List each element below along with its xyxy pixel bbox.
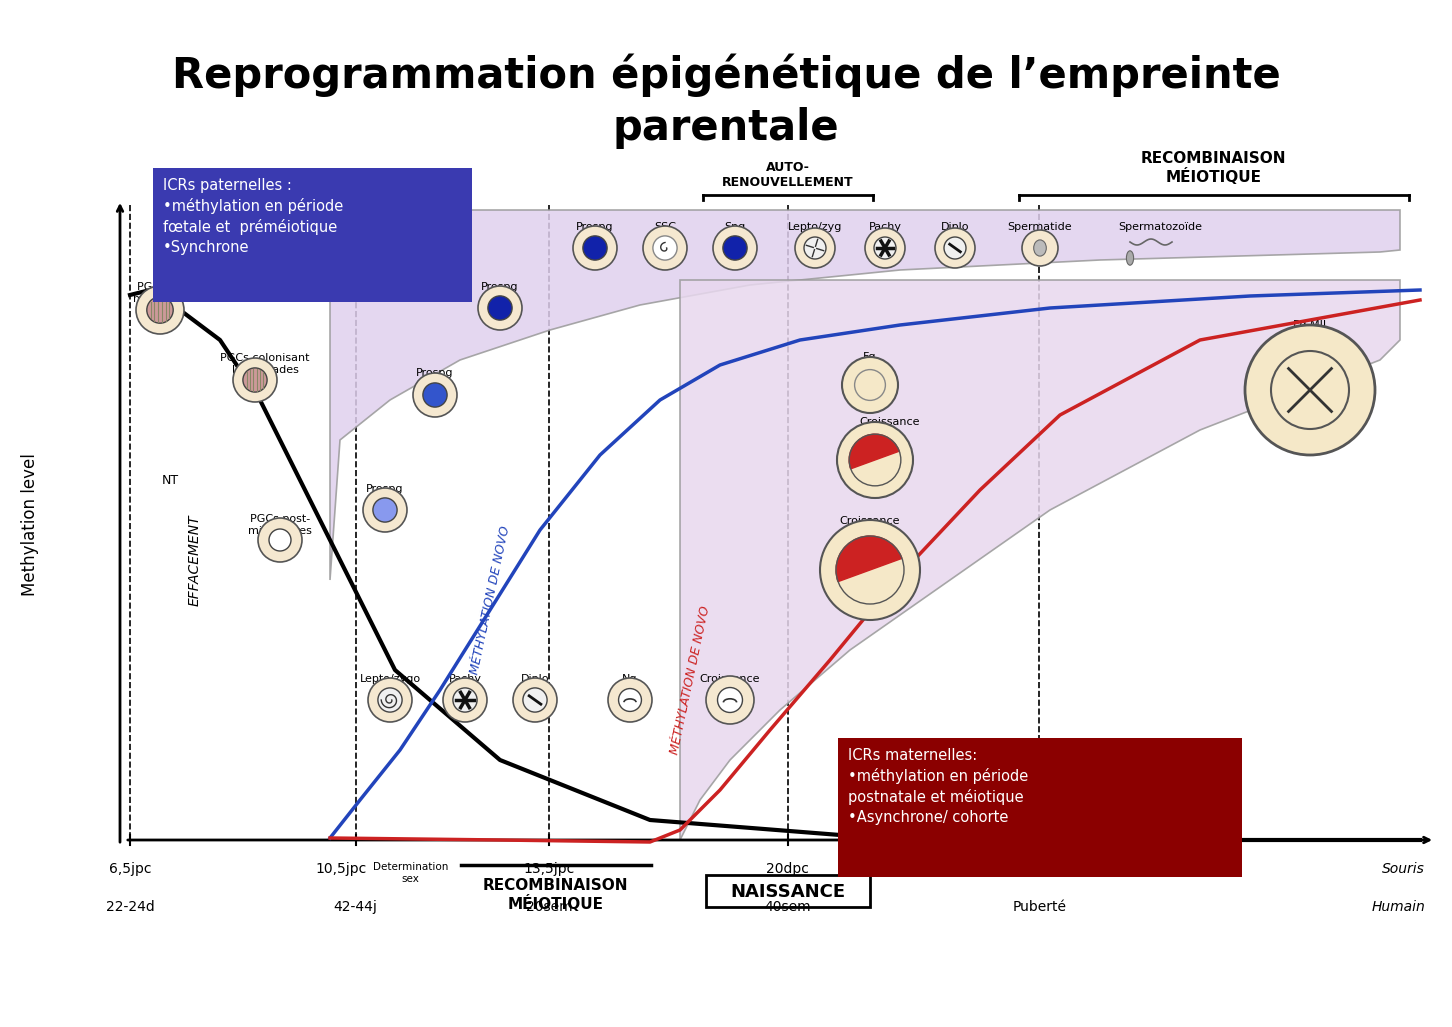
Circle shape (453, 688, 478, 712)
Text: 6,5jpc: 6,5jpc (109, 862, 151, 876)
Text: Pachy: Pachy (868, 222, 902, 232)
Circle shape (1244, 325, 1375, 455)
Circle shape (619, 688, 642, 712)
Circle shape (258, 518, 302, 562)
Text: PGCs post-
migratoires: PGCs post- migratoires (248, 514, 312, 536)
Circle shape (232, 358, 277, 402)
Circle shape (367, 678, 412, 722)
Circle shape (723, 236, 748, 260)
Circle shape (874, 237, 896, 259)
Text: NT: NT (161, 473, 179, 487)
Circle shape (269, 529, 290, 551)
Text: Diplo: Diplo (941, 222, 970, 232)
Ellipse shape (1034, 240, 1047, 256)
Circle shape (608, 678, 652, 722)
Circle shape (478, 286, 523, 330)
Text: Puberté: Puberté (1012, 900, 1066, 914)
Text: RECOMBINAISON
MÉIOTIQUE: RECOMBINAISON MÉIOTIQUE (484, 878, 629, 912)
Circle shape (804, 237, 826, 259)
FancyBboxPatch shape (152, 168, 472, 302)
Text: PGCs colonisant
les gonades: PGCs colonisant les gonades (221, 353, 309, 375)
Text: Spg: Spg (725, 222, 746, 232)
FancyBboxPatch shape (706, 875, 870, 907)
Polygon shape (680, 280, 1400, 840)
Circle shape (1270, 351, 1349, 429)
Circle shape (412, 373, 457, 417)
Text: Humain: Humain (1371, 900, 1424, 914)
Circle shape (820, 520, 921, 620)
Circle shape (836, 422, 913, 498)
Circle shape (865, 228, 905, 268)
Text: MÉTHYLATION DE NOVO: MÉTHYLATION DE NOVO (668, 605, 711, 756)
Text: Lepto/zygo: Lepto/zygo (360, 674, 421, 684)
Ellipse shape (1127, 251, 1134, 265)
Circle shape (713, 226, 756, 270)
Circle shape (242, 368, 267, 392)
Circle shape (488, 296, 513, 320)
FancyBboxPatch shape (838, 738, 1241, 877)
Circle shape (796, 228, 835, 268)
Text: Reprogrammation épigénétique de l’empreinte: Reprogrammation épigénétique de l’emprei… (171, 53, 1281, 97)
Circle shape (706, 676, 754, 724)
Circle shape (373, 498, 396, 522)
Text: Determination
sex: Determination sex (373, 862, 449, 883)
Circle shape (855, 370, 886, 401)
Text: PGCs en
migration: PGCs en migration (134, 282, 187, 304)
Text: parentale: parentale (613, 107, 839, 149)
Circle shape (363, 488, 407, 532)
Circle shape (582, 236, 607, 260)
Text: Ng: Ng (623, 674, 637, 684)
Text: 20sem: 20sem (526, 900, 572, 914)
Text: 22-24d: 22-24d (106, 900, 154, 914)
Wedge shape (836, 536, 902, 581)
Circle shape (523, 688, 547, 712)
Circle shape (643, 226, 687, 270)
Circle shape (842, 357, 897, 413)
Text: Souris: Souris (1382, 862, 1424, 876)
Wedge shape (849, 434, 899, 469)
Circle shape (513, 678, 558, 722)
Text: Pachy: Pachy (449, 674, 482, 684)
Text: Spermatide: Spermatide (1008, 222, 1073, 232)
Text: Prospg: Prospg (366, 484, 404, 494)
Circle shape (1022, 230, 1059, 266)
Text: Fg MII: Fg MII (1294, 320, 1327, 330)
Text: Lepto/zyg: Lepto/zyg (788, 222, 842, 232)
Text: NAISSANCE: NAISSANCE (730, 883, 845, 901)
Text: Prospg: Prospg (576, 222, 614, 232)
Text: 42-44j: 42-44j (334, 900, 378, 914)
Text: Spermatozoïde: Spermatozoïde (1118, 222, 1202, 232)
Circle shape (574, 226, 617, 270)
Text: RECOMBINAISON
MÉIOTIQUE: RECOMBINAISON MÉIOTIQUE (1141, 151, 1286, 186)
Circle shape (423, 383, 447, 407)
Text: 10,5jpc: 10,5jpc (315, 862, 366, 876)
Text: Croissance: Croissance (860, 417, 921, 427)
Text: EFFACEMENT: EFFACEMENT (187, 515, 202, 606)
Circle shape (944, 237, 966, 259)
Circle shape (717, 687, 742, 713)
Circle shape (935, 228, 974, 268)
Text: ICRs paternelles :
•méthylation en période
fœtale et  préméiotique
•Synchrone: ICRs paternelles : •méthylation en pério… (163, 178, 343, 255)
Text: 20dpc: 20dpc (767, 862, 809, 876)
Text: SSC: SSC (653, 222, 677, 232)
Text: Croissance
> 60 μm: Croissance > 60 μm (839, 516, 900, 537)
Text: Fg: Fg (864, 352, 877, 362)
Text: 10jpp: 10jpp (1019, 862, 1059, 876)
Text: MÉTHYLATION DE NOVO: MÉTHYLATION DE NOVO (468, 525, 513, 676)
Circle shape (378, 688, 402, 712)
Text: AUTO-
RENOUVELLEMENT: AUTO- RENOUVELLEMENT (722, 161, 854, 189)
Text: Methylation level: Methylation level (20, 454, 39, 597)
Text: Prospg: Prospg (481, 282, 518, 292)
Circle shape (147, 297, 173, 324)
Polygon shape (330, 210, 1400, 580)
Circle shape (136, 286, 184, 334)
Text: Diplo: Diplo (521, 674, 549, 684)
Text: 40sem: 40sem (765, 900, 812, 914)
Circle shape (653, 236, 677, 260)
Text: ICRs maternelles:
•méthylation en période
postnatale et méiotique
•Asynchrone/ c: ICRs maternelles: •méthylation en périod… (848, 748, 1028, 826)
Text: Prospg: Prospg (417, 368, 453, 378)
Circle shape (443, 678, 486, 722)
Text: 13,5jpc: 13,5jpc (524, 862, 575, 876)
Text: Croissance: Croissance (700, 674, 761, 684)
